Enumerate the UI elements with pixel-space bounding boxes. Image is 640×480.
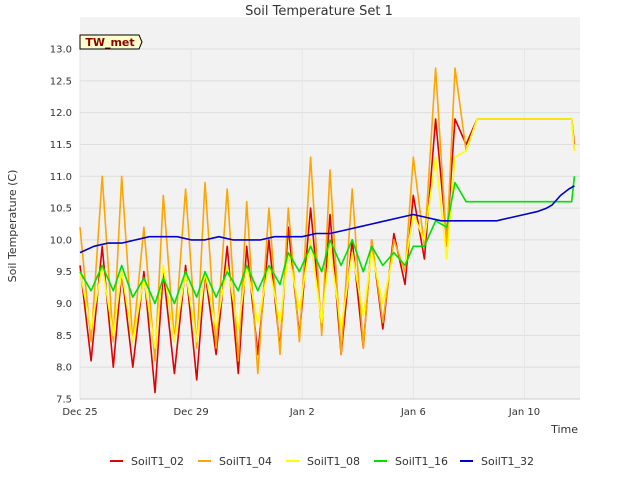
legend-label: SoilT1_04 <box>219 455 272 468</box>
series-line-soilt1_32 <box>79 185 575 254</box>
y-tick-label: 8.5 <box>56 331 72 342</box>
y-tick-label: 7.5 <box>56 395 72 406</box>
legend-label: SoilT1_08 <box>307 455 360 468</box>
y-tick-label: 11.0 <box>50 172 72 183</box>
y-axis-label: Soil Temperature (C) <box>6 170 19 283</box>
x-tick-label: Jan 2 <box>289 407 315 418</box>
tag-box <box>79 34 143 50</box>
series-line-soilt1_16 <box>79 176 576 305</box>
tag-label: TW_met <box>85 36 134 49</box>
series-lines <box>79 67 576 394</box>
legend-label: SoilT1_02 <box>131 455 184 468</box>
x-tick-label: Jan 10 <box>508 407 540 418</box>
x-axis-label: Time <box>550 423 578 436</box>
x-tick-label: Dec 29 <box>173 407 208 418</box>
y-tick-label: 12.5 <box>50 76 72 87</box>
legend: SoilT1_02 SoilT1_04 SoilT1_08 SoilT1_16 Soil… <box>110 455 534 468</box>
annotation-tag: TW_met <box>79 34 143 50</box>
legend-label: SoilT1_16 <box>395 455 448 468</box>
y-tick-label: 8.0 <box>56 363 72 374</box>
x-tick-label: Dec 25 <box>62 407 97 418</box>
y-tick-label: 13.0 <box>50 45 72 56</box>
series-line-soilt1_08 <box>79 118 576 349</box>
y-tick-label: 10.0 <box>50 235 72 246</box>
y-tick-label: 10.5 <box>50 204 72 215</box>
x-axis: Dec 25 Dec 29 Jan 2 Jan 6 Jan 10 <box>62 398 580 418</box>
y-tick-label: 12.0 <box>50 108 72 119</box>
chart-title: Soil Temperature Set 1 <box>245 4 393 19</box>
y-tick-label: 9.0 <box>56 299 72 310</box>
x-tick-label: Jan 6 <box>400 407 426 418</box>
y-axis: 7.5 8.0 8.5 9.0 9.5 10.0 10.5 11.0 11.5 12.0 12.5 1… <box>50 45 72 406</box>
y-tick-label: 9.5 <box>56 267 72 278</box>
legend-label: SoilT1_32 <box>481 455 534 468</box>
y-tick-label: 11.5 <box>50 140 72 151</box>
